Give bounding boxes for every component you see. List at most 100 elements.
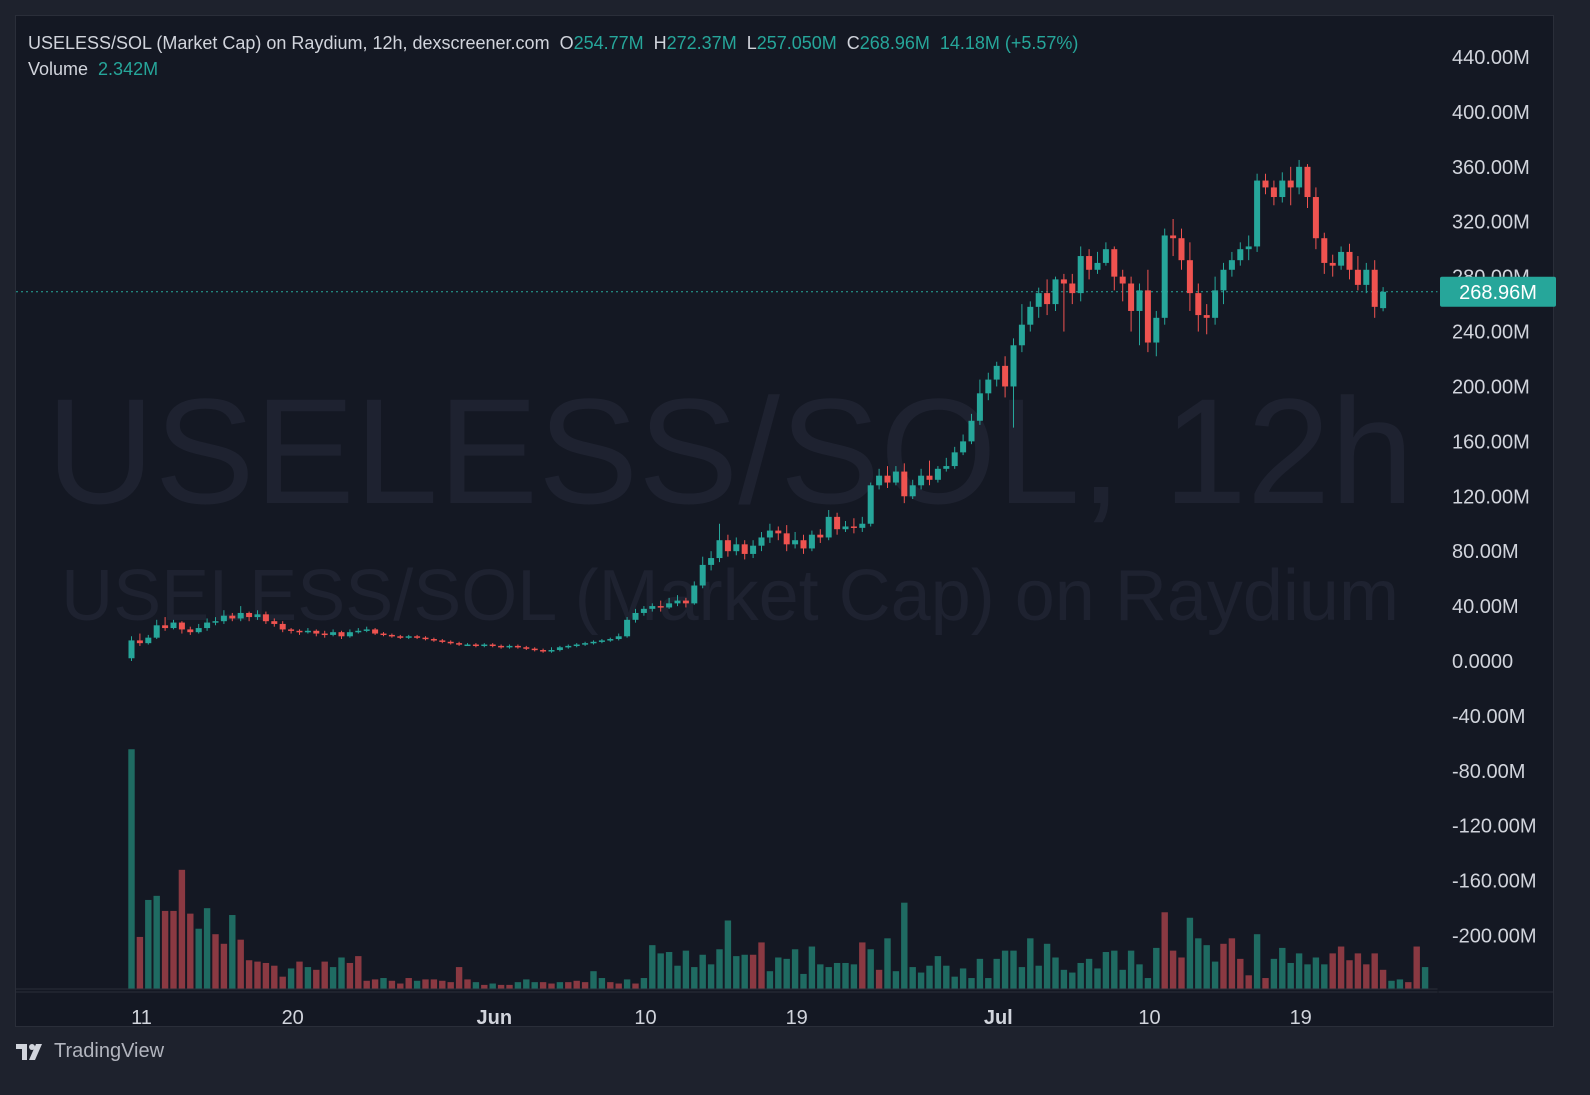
- volume-bar: [397, 983, 404, 989]
- candle: [330, 629, 337, 637]
- candle: [766, 523, 773, 543]
- candle: [800, 534, 807, 554]
- volume-bar: [1211, 961, 1219, 989]
- candle: [960, 434, 967, 456]
- close-value: 268.96M: [859, 33, 930, 53]
- candle: [481, 643, 488, 648]
- volume-bar: [926, 965, 933, 989]
- volume-bar: [775, 957, 782, 989]
- candle: [624, 617, 631, 638]
- volume-bar: [1262, 978, 1269, 989]
- time-axis[interactable]: 11 20 Jun 10 19 Jul 10 19: [131, 1007, 1312, 1029]
- open-value: 254.77M: [573, 33, 644, 53]
- price-tick-label: -40.00M: [1452, 706, 1525, 728]
- candle: [178, 621, 185, 634]
- volume-bar: [153, 895, 160, 989]
- candle: [136, 633, 143, 646]
- candle: [682, 597, 689, 608]
- volume-bar: [405, 978, 412, 989]
- volume-bar: [523, 979, 530, 989]
- candle: [598, 639, 605, 644]
- volume-bar: [1295, 953, 1303, 989]
- volume-bar: [707, 964, 715, 989]
- candle: [464, 643, 471, 647]
- candle: [657, 600, 664, 612]
- volume-bar: [1203, 945, 1210, 989]
- volume-bar: [833, 962, 841, 989]
- candle: [741, 540, 748, 560]
- volume-bar: [1010, 950, 1017, 989]
- candle: [422, 636, 429, 641]
- price-axis[interactable]: 440.00M400.00M360.00M320.00M280.00M240.0…: [1452, 47, 1537, 948]
- candle: [271, 618, 278, 627]
- candle: [346, 629, 353, 638]
- candle: [976, 379, 983, 425]
- candle: [531, 647, 538, 652]
- volume-bar: [959, 968, 967, 989]
- volume-bar: [531, 982, 538, 989]
- candle: [414, 634, 421, 640]
- volume-bar: [875, 969, 883, 989]
- candle: [607, 637, 614, 642]
- volume-value: 2.342M: [98, 59, 159, 79]
- candle: [405, 634, 412, 640]
- candle: [750, 540, 757, 559]
- candle: [1312, 187, 1319, 250]
- volume-bars: [128, 749, 1429, 989]
- candle: [850, 518, 857, 534]
- volume-bar: [808, 946, 816, 989]
- candle: [304, 628, 311, 634]
- candle: [472, 643, 479, 648]
- candle: [237, 606, 244, 622]
- candle: [246, 611, 253, 622]
- volume-bar: [1337, 946, 1345, 989]
- candle: [909, 479, 916, 500]
- watermark-symbol: USELESS/SOL, 12h: [46, 367, 1413, 535]
- candle: [834, 512, 841, 535]
- volume-bar: [1363, 964, 1370, 989]
- time-tick-label: 10: [634, 1007, 656, 1029]
- volume-bar: [1237, 958, 1244, 989]
- candle: [842, 520, 849, 532]
- volume-bar: [1405, 982, 1412, 989]
- volume-bar: [514, 982, 522, 989]
- volume-bar: [1001, 950, 1009, 989]
- volume-bar: [220, 943, 228, 989]
- candle: [968, 413, 975, 445]
- candle: [565, 644, 572, 649]
- volume-bar: [901, 902, 908, 989]
- volume-bar: [1421, 967, 1429, 989]
- volume-bar: [917, 972, 925, 989]
- volume-bar: [741, 954, 748, 989]
- candle: [187, 626, 194, 635]
- candle: [808, 530, 815, 552]
- candle: [506, 644, 513, 649]
- symbol-title[interactable]: USELESS/SOL (Market Cap) on Raydium, 12h…: [28, 33, 550, 53]
- candle: [363, 626, 370, 633]
- volume-bar: [985, 978, 992, 989]
- volume-bar: [329, 967, 337, 989]
- volume-bar: [279, 976, 286, 989]
- volume-legend[interactable]: Volume 2.342M: [28, 59, 158, 80]
- candle: [716, 523, 723, 563]
- candle: [514, 644, 521, 649]
- candle: [1279, 172, 1286, 203]
- ohlc-legend[interactable]: USELESS/SOL (Market Cap) on Raydium, 12h…: [28, 33, 1078, 54]
- price-tick-label: 200.00M: [1452, 376, 1530, 398]
- candle: [926, 460, 933, 486]
- candle: [548, 647, 555, 653]
- candle: [338, 630, 345, 640]
- candle: [666, 597, 673, 609]
- candle: [901, 463, 908, 504]
- candle: [859, 516, 866, 532]
- candle: [439, 639, 446, 644]
- tradingview-logo[interactable]: TradingView: [16, 1040, 164, 1063]
- volume-bar: [313, 969, 320, 989]
- volume-bar: [1069, 972, 1076, 989]
- volume-bar: [1035, 965, 1042, 989]
- candle: [170, 619, 177, 630]
- candle: [640, 606, 647, 616]
- volume-bar: [623, 979, 631, 989]
- volume-bar: [783, 958, 790, 989]
